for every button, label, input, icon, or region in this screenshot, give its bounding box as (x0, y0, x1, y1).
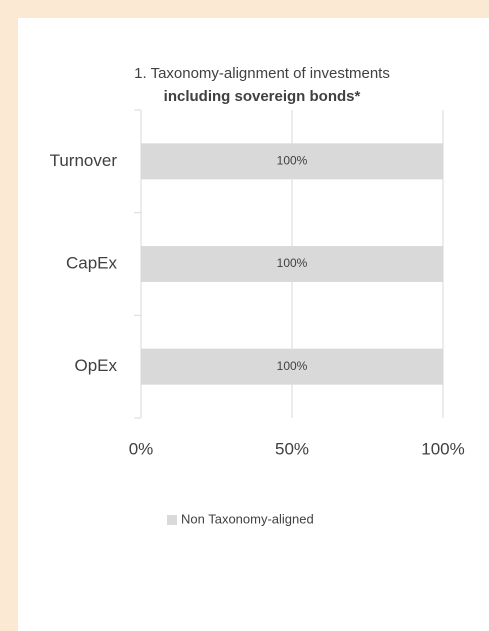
chart-subtitle: including sovereign bonds* (164, 88, 361, 105)
y-tick-label: OpEx (74, 356, 117, 375)
data-label: 100% (277, 359, 308, 373)
y-tick-label: Turnover (50, 151, 118, 170)
legend-swatch (167, 515, 177, 525)
data-label: 100% (277, 154, 308, 168)
chart-title: 1. Taxonomy-alignment of investments (134, 65, 390, 82)
bar (141, 246, 443, 282)
x-tick-label: 50% (275, 439, 309, 458)
legend-label: Non Taxonomy-aligned (181, 511, 314, 526)
x-tick-label: 100% (421, 439, 464, 458)
data-label: 100% (277, 256, 308, 270)
bar (141, 143, 443, 180)
bar (141, 348, 443, 385)
y-tick-label: CapEx (66, 253, 118, 272)
x-tick-label: 0% (129, 439, 154, 458)
panel (18, 18, 489, 631)
